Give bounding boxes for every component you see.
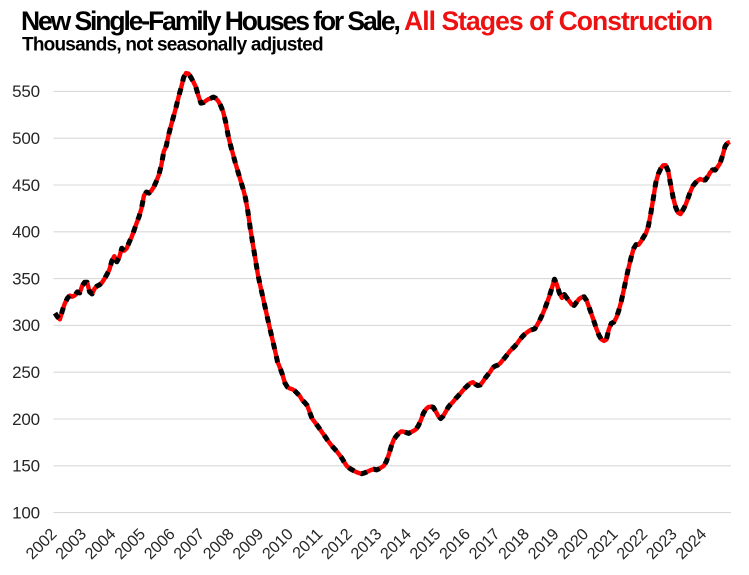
svg-text:550: 550 <box>12 82 40 101</box>
svg-text:Thousands, not seasonally adju: Thousands, not seasonally adjusted <box>22 35 323 56</box>
svg-text:350: 350 <box>12 269 40 288</box>
svg-text:400: 400 <box>12 223 40 242</box>
svg-text:300: 300 <box>12 316 40 335</box>
svg-text:500: 500 <box>12 129 40 148</box>
svg-text:450: 450 <box>12 176 40 195</box>
svg-text:200: 200 <box>12 410 40 429</box>
svg-text:100: 100 <box>12 503 40 522</box>
svg-text:150: 150 <box>12 457 40 476</box>
svg-text:New Single-Family Houses for S: New Single-Family Houses for Sale, All S… <box>21 6 712 36</box>
svg-text:250: 250 <box>12 363 40 382</box>
